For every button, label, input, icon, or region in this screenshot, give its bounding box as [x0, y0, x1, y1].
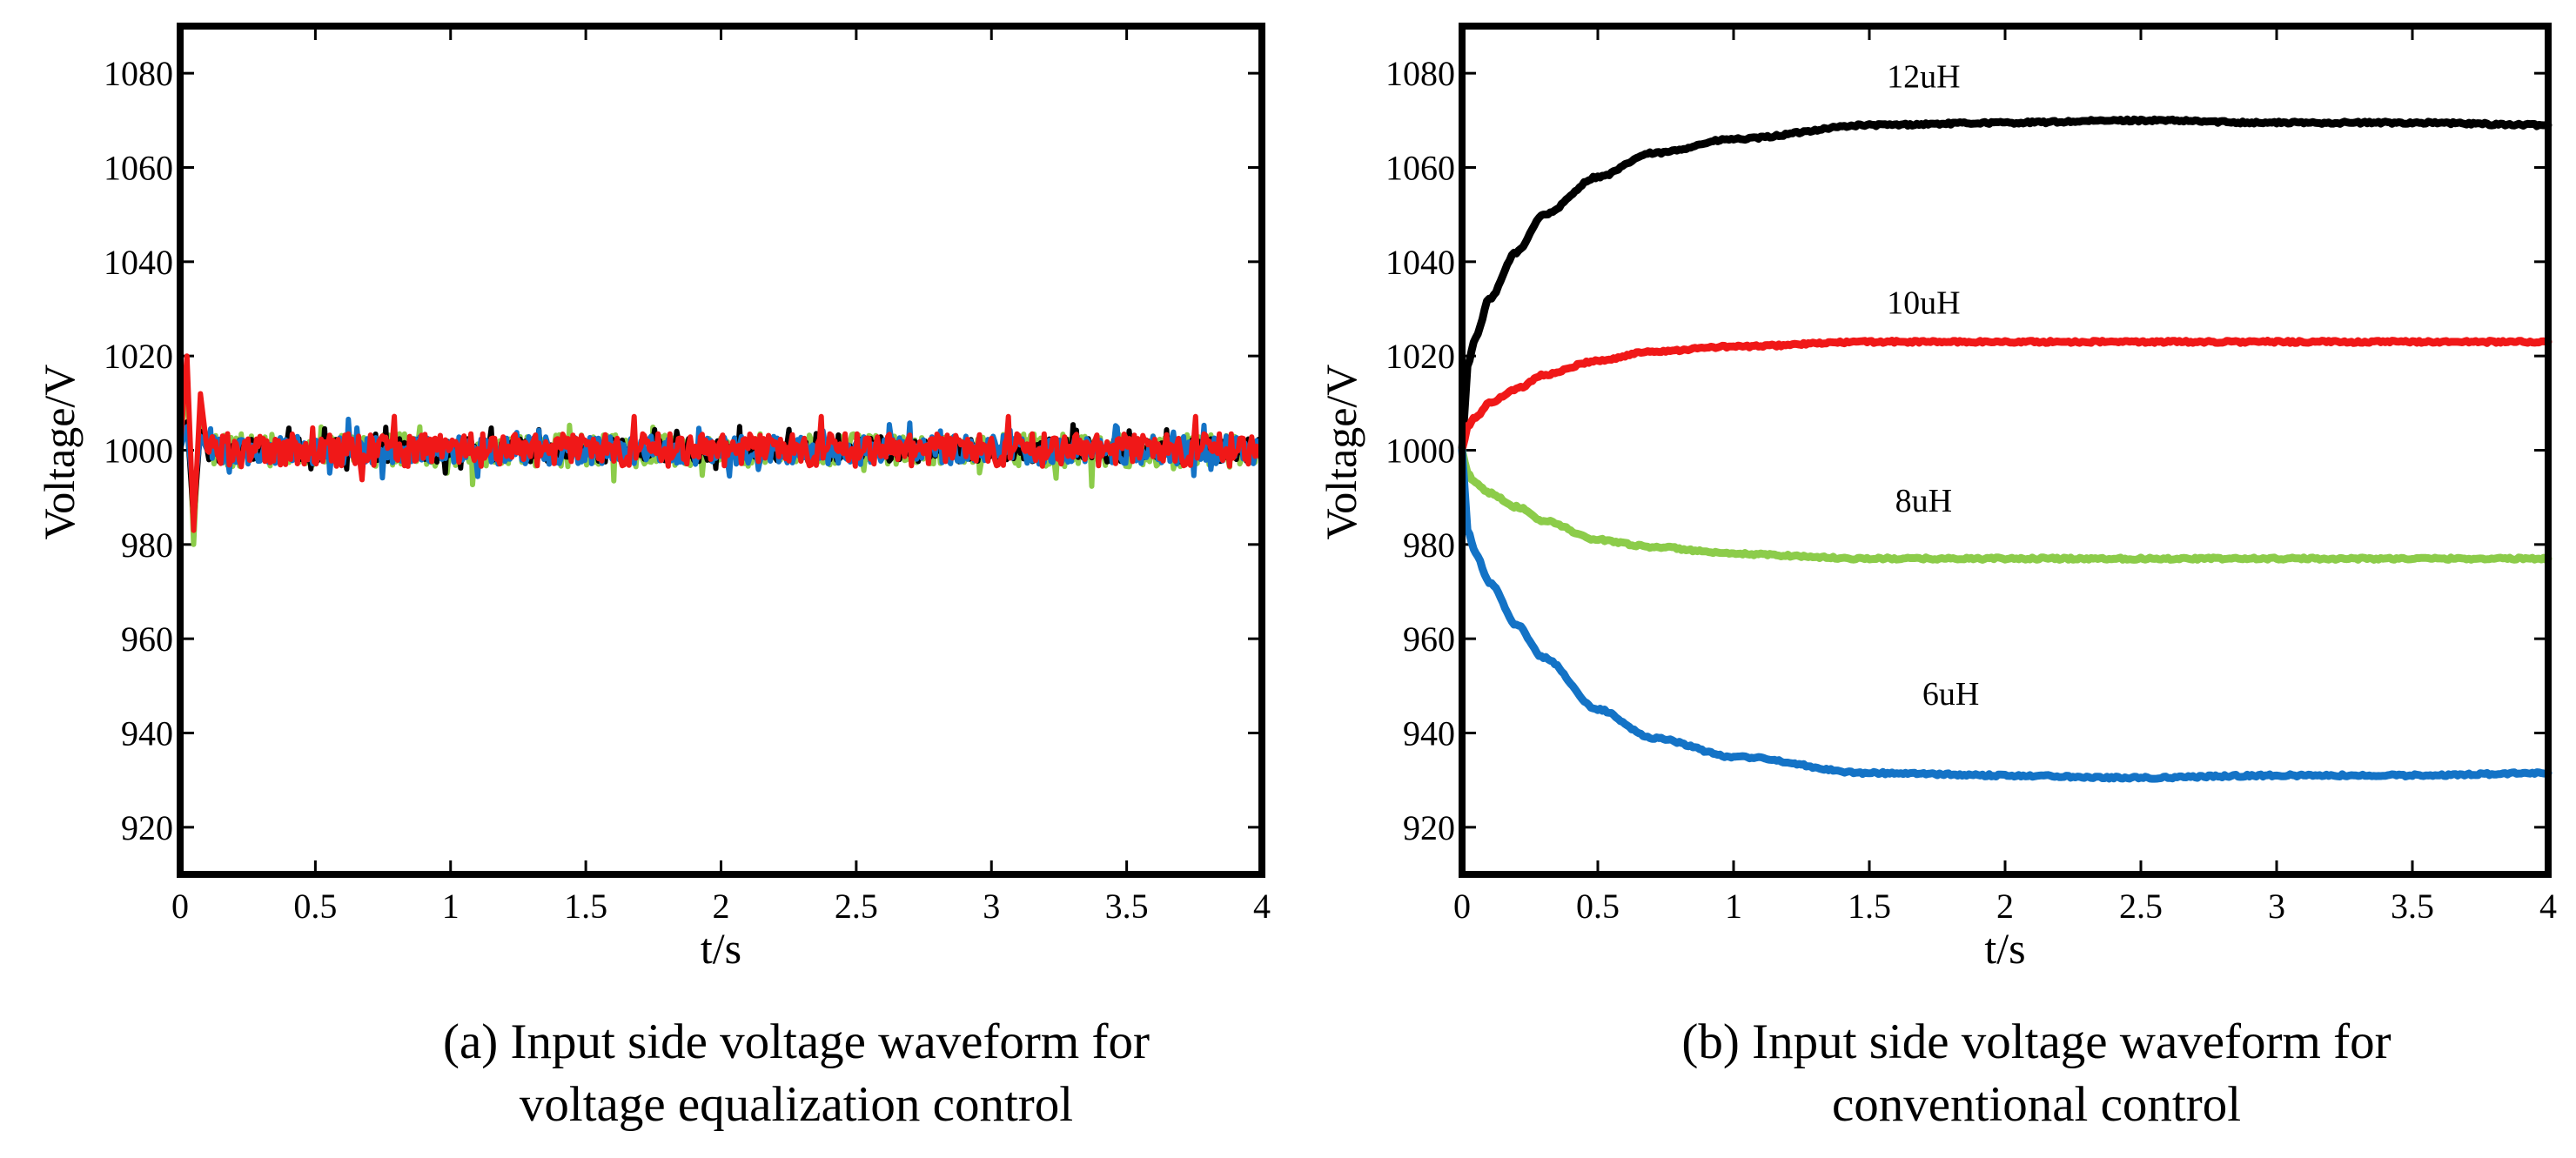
chart-a-series-red	[178, 353, 1265, 533]
caption-b: (b) Input side voltage waveform for conv…	[1471, 1011, 2576, 1136]
chart-b-x-tick-label: 0.5	[1576, 887, 1620, 926]
chart-b-frame	[1459, 23, 2552, 878]
chart-b-series-10uH	[1458, 337, 2553, 454]
chart-b-x-tick-label: 2.5	[2119, 887, 2163, 926]
chart-a-y-tick-label: 920	[121, 808, 173, 847]
chart-a-x-tick-label: 4	[1253, 887, 1271, 926]
chart-b-annotation: 10uH	[1887, 284, 1960, 321]
chart-b-series-6uH	[1458, 445, 2553, 783]
chart-b-x-tick-label: 2	[1996, 887, 2014, 926]
chart-b-series-8uH	[1458, 445, 2553, 564]
chart-b-x-tick-label: 1.5	[1848, 887, 1891, 926]
chart-a-y-tick-label: 940	[121, 714, 173, 753]
caption-a-line-2: voltage equalization control	[519, 1077, 1074, 1132]
chart-b-y-tick-label: 980	[1403, 525, 1455, 565]
chart-b-y-tick-label: 1000	[1385, 432, 1455, 471]
chart-b-annotations: 12uH 10uH 8uH 6uH	[1887, 58, 1979, 713]
chart-a-x-tick-label: 2	[713, 887, 730, 926]
caption-b-line-2: conventional control	[1831, 1077, 2242, 1132]
chart-a-x-tick-label: 0.5	[293, 887, 337, 926]
chart-b-y-axis-label: Voltage/V	[1317, 365, 1365, 540]
chart-a-x-tick-label: 1	[442, 887, 460, 926]
chart-a-y-tick-label: 1020	[104, 337, 173, 376]
chart-a-series	[178, 353, 1265, 547]
chart-a-x-tick-label: 1.5	[564, 887, 607, 926]
chart-b-series-12uH	[1458, 115, 2553, 454]
chart-b-x-tick-label: 3.5	[2391, 887, 2434, 926]
chart-b-x-tick-label: 3	[2268, 887, 2285, 926]
chart-a-x-ticks: 0 0.5 1 1.5 2 2.5 3 3.5 4	[171, 26, 1271, 926]
chart-b-annotation: 6uH	[1922, 676, 1979, 713]
chart-a-x-tick-label: 3	[983, 887, 1000, 926]
chart-a-frame	[177, 23, 1265, 878]
chart-b-y-tick-label: 960	[1403, 619, 1455, 659]
chart-a-y-tick-label: 960	[121, 619, 173, 659]
caption-a: (a) Input side voltage waveform for volt…	[231, 1011, 1362, 1136]
chart-a-x-tick-label: 2.5	[835, 887, 878, 926]
chart-b-x-tick-label: 4	[2539, 887, 2557, 926]
chart-b-y-tick-label: 920	[1403, 808, 1455, 847]
chart-a-y-tick-label: 1000	[104, 432, 173, 471]
chart-a-y-ticks: 920 940 960 980 1000 1020 1040 1060 1080	[104, 54, 1262, 847]
chart-a-y-tick-label: 1040	[104, 243, 173, 282]
chart-b-y-tick-label: 1080	[1385, 54, 1455, 93]
chart-b-y-tick-label: 1060	[1385, 149, 1455, 188]
chart-a-y-tick-label: 980	[121, 525, 173, 565]
chart-b-y-ticks: 920 940 960 980 1000 1020 1040 1060 1080	[1385, 54, 2548, 847]
chart-b-x-tick-label: 1	[1725, 887, 1742, 926]
chart-b-x-tick-label: 0	[1453, 887, 1471, 926]
chart-b-annotation: 8uH	[1895, 483, 1952, 519]
chart-b-y-tick-label: 940	[1403, 714, 1455, 753]
caption-a-line-1: (a) Input side voltage waveform for	[443, 1014, 1150, 1069]
chart-a-x-tick-label: 3.5	[1105, 887, 1149, 926]
chart-b-annotation: 12uH	[1887, 58, 1960, 95]
chart-b-series	[1458, 115, 2553, 783]
chart-a-y-tick-label: 1080	[104, 54, 173, 93]
chart-b: 920 940 960 980 1000 1020 1040 1060 1080 0 0.5 1 1.…	[1317, 23, 2557, 973]
caption-b-line-1: (b) Input side voltage waveform for	[1681, 1014, 2392, 1069]
chart-a: 920 940 960 980 1000 1020 1040 1060 1080 0 0.5 1 1.…	[35, 23, 1271, 973]
chart-b-y-tick-label: 1040	[1385, 243, 1455, 282]
chart-a-x-axis-label: t/s	[701, 924, 741, 973]
chart-b-x-ticks: 0 0.5 1 1.5 2 2.5 3 3.5 4	[1453, 26, 2557, 926]
chart-a-y-axis-label: Voltage/V	[35, 365, 84, 540]
chart-a-x-tick-label: 0	[171, 887, 189, 926]
chart-b-y-tick-label: 1020	[1385, 337, 1455, 376]
chart-a-y-tick-label: 1060	[104, 149, 173, 188]
chart-b-x-axis-label: t/s	[1984, 924, 2025, 973]
